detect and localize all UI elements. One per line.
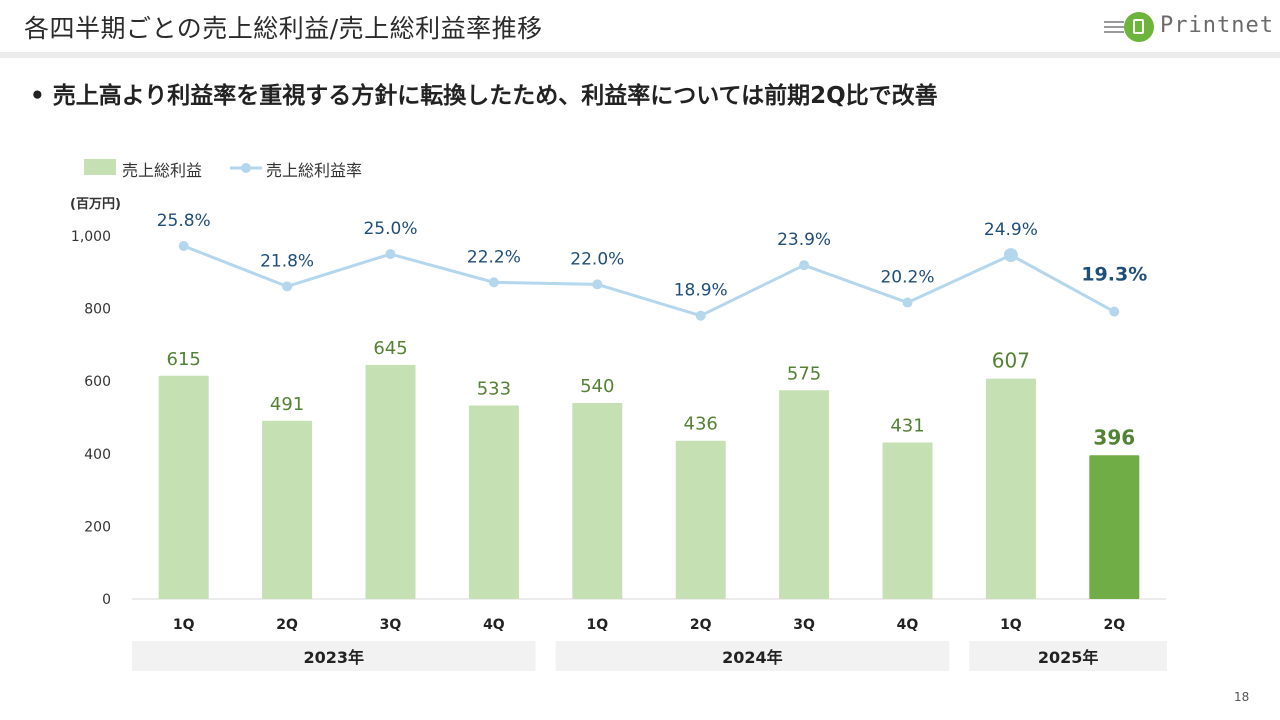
legend-line-label: 売上総利益率 [266, 161, 363, 180]
margin-point [385, 249, 396, 260]
y-axis-unit-label: (百万円) [70, 197, 121, 212]
margin-value-label: 19.3% [1081, 264, 1147, 286]
bar [675, 440, 726, 599]
margin-value-label: 23.9% [777, 230, 831, 250]
margin-value-label: 24.9% [984, 220, 1038, 240]
logo-speed-lines [1104, 21, 1124, 36]
bar [1089, 455, 1140, 599]
bar [365, 364, 416, 599]
year-group-label: 2025年 [1038, 648, 1099, 667]
year-group-band [969, 641, 1167, 671]
legend-bar-swatch [84, 159, 116, 175]
bar-value-label: 436 [684, 414, 718, 435]
logo-mark-icon [1124, 12, 1154, 42]
bar-value-label: 396 [1093, 425, 1135, 449]
bar [468, 405, 519, 599]
y-tick-label: 1,000 [71, 229, 111, 245]
margin-value-label: 22.2% [467, 247, 521, 267]
bar [158, 375, 209, 599]
margin-point [1003, 248, 1018, 263]
x-tick-label: 1Q [173, 617, 195, 633]
bar [882, 442, 933, 599]
y-tick-label: 600 [84, 374, 111, 390]
year-group-label: 2023年 [304, 648, 365, 667]
headline: • 売上高より利益率を重視する方針に転換したため、利益率については前期2Q比で改善 [30, 76, 938, 110]
year-group-label: 2024年 [722, 648, 783, 667]
bar-value-label: 491 [270, 394, 304, 415]
y-tick-label: 400 [84, 447, 111, 463]
year-group-band [555, 641, 950, 671]
x-tick-label: 4Q [897, 617, 919, 633]
bar-value-label: 540 [580, 376, 614, 397]
x-tick-label: 2Q [276, 617, 298, 633]
margin-point [1109, 306, 1120, 317]
bar [779, 390, 830, 599]
margin-point [178, 241, 189, 251]
margin-point [799, 260, 810, 271]
headline-text: 売上高より利益率を重視する方針に転換したため、利益率については前期2Q比で改善 [52, 83, 938, 109]
x-tick-label: 1Q [586, 617, 608, 633]
legend-bar-label: 売上総利益 [122, 161, 203, 180]
logo-text: Printnet [1160, 13, 1274, 38]
y-tick-label: 0 [102, 592, 111, 608]
margin-point [695, 310, 706, 321]
bar-value-label: 615 [167, 349, 201, 370]
margin-point [282, 281, 293, 292]
bar [572, 402, 623, 599]
bar [262, 420, 313, 599]
margin-point [488, 277, 499, 288]
x-tick-label: 3Q [793, 617, 815, 633]
margin-value-label: 21.8% [260, 251, 314, 271]
header-bar: 各四半期ごとの売上総利益/売上総利益率推移 Printnet [0, 0, 1280, 58]
x-tick-label: 1Q [1000, 617, 1022, 633]
margin-value-label: 18.9% [674, 281, 728, 301]
bar [985, 378, 1036, 599]
legend-line-swatch [230, 163, 262, 173]
margin-point [592, 279, 603, 290]
x-tick-label: 2Q [1103, 617, 1125, 633]
margin-value-label: 20.2% [880, 268, 934, 288]
bar-value-label: 575 [787, 363, 821, 384]
margin-line [183, 244, 1116, 318]
y-tick-label: 800 [84, 302, 111, 318]
margin-value-label: 22.0% [570, 249, 624, 269]
year-group-band [132, 641, 536, 671]
x-tick-label: 2Q [690, 617, 712, 633]
x-tick-label: 3Q [380, 617, 402, 633]
x-tick-label: 4Q [483, 617, 505, 633]
margin-point [902, 297, 913, 308]
margin-value-label: 25.0% [363, 219, 417, 239]
page-title: 各四半期ごとの売上総利益/売上総利益率推移 [24, 14, 543, 43]
bar-value-label: 431 [890, 416, 924, 437]
margin-value-label: 25.8% [157, 211, 211, 231]
bar-value-label: 607 [992, 349, 1030, 373]
y-tick-label: 200 [84, 519, 111, 535]
headline-bullet: • [30, 83, 45, 109]
bar-value-label: 533 [477, 379, 511, 400]
page-number: 18 [1234, 690, 1250, 704]
bar-value-label: 645 [373, 338, 407, 359]
printnet-logo: Printnet [1104, 10, 1273, 46]
